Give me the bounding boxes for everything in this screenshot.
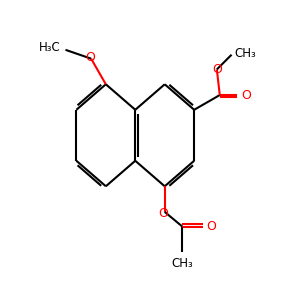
Text: H₃C: H₃C: [38, 41, 60, 54]
Text: O: O: [85, 51, 95, 64]
Text: CH₃: CH₃: [235, 47, 256, 60]
Text: O: O: [241, 88, 251, 102]
Text: O: O: [212, 63, 222, 76]
Text: O: O: [206, 220, 216, 233]
Text: O: O: [159, 207, 169, 220]
Text: CH₃: CH₃: [172, 256, 193, 270]
